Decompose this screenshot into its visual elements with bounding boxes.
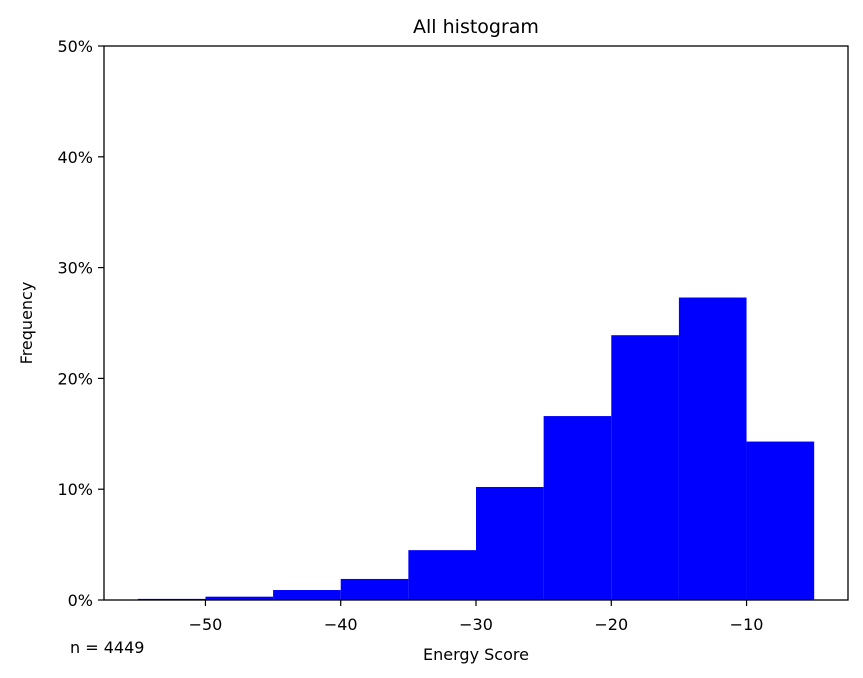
histogram-bar-5 [476,486,544,600]
chart-title: All histogram [413,16,539,38]
x-axis-label: Energy Score [423,645,529,664]
histogram-bar-4 [408,550,476,600]
y-tick-label: 10% [57,480,93,499]
histogram-bar-1 [205,596,274,600]
histogram-bar-6 [543,416,612,600]
y-axis-label: Frequency [17,282,36,365]
histogram-bar-7 [611,335,679,600]
y-tick-label: 0% [68,591,93,610]
histogram-bar-8 [678,297,747,600]
y-tick-label: 50% [57,37,93,56]
y-tick-label: 20% [57,369,93,388]
y-axis-ticks: 0% 10% 20% 30% 40% 50% [57,37,104,610]
y-tick-label: 30% [57,259,93,278]
x-axis-ticks: −50 −40 −30 −20 −10 [189,600,764,634]
x-tick-label: −20 [594,615,628,634]
histogram-bars [137,297,815,600]
x-tick-label: −50 [189,615,223,634]
histogram-bar-2 [273,590,341,600]
x-tick-label: −10 [730,615,764,634]
x-tick-label: −30 [459,615,493,634]
y-tick-label: 40% [57,148,93,167]
histogram-bar-9 [746,441,815,600]
x-tick-label: −40 [324,615,358,634]
plot-frame [103,45,849,601]
sample-size-note: n = 4449 [70,638,145,657]
histogram-bar-3 [340,578,409,600]
